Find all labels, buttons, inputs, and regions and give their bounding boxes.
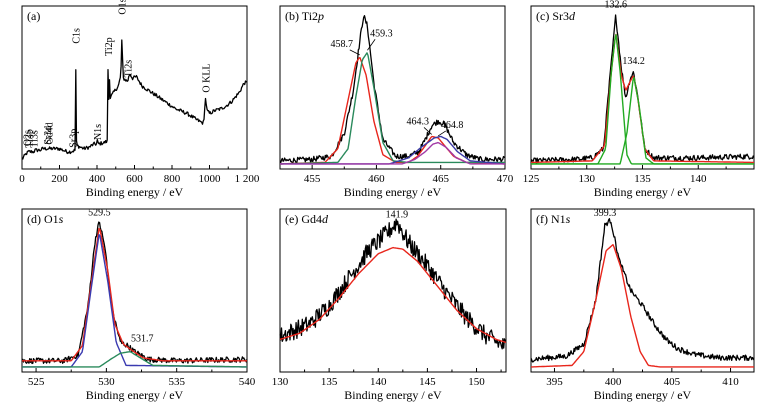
x-tick-label: 465 <box>432 173 449 185</box>
x-axis-label: Binding energy / eV <box>594 185 692 199</box>
x-tick-label: 145 <box>419 376 436 388</box>
plot-frame <box>21 5 248 170</box>
panel-title: (a) <box>27 9 40 23</box>
peak-position-label: 132.6 <box>604 0 627 11</box>
x-axis-label: Binding energy / eV <box>344 388 442 402</box>
annotation-leader <box>349 49 360 56</box>
fit-curve-line <box>22 234 247 368</box>
x-tick-label: 200 <box>51 173 68 185</box>
annotation-leader <box>423 127 432 135</box>
x-tick-label: 535 <box>168 376 185 388</box>
peak-label: Sr3p <box>69 129 80 148</box>
fit-curve-line <box>531 244 754 368</box>
panel-title: (e) Gd4d <box>285 212 329 226</box>
x-tick-label: 530 <box>98 376 115 388</box>
peak-label: Ti2s <box>123 60 134 78</box>
raw-spectrum-line <box>21 39 247 160</box>
x-tick-label: 130 <box>272 376 289 388</box>
annotation-leader <box>437 130 447 137</box>
x-tick-label: 125 <box>523 173 540 185</box>
fit-curve-line <box>531 33 754 164</box>
fit-curve-line <box>531 76 754 165</box>
panel-title: (d) O1s <box>27 212 64 226</box>
x-tick-label: 405 <box>664 376 681 388</box>
fit-curve-line <box>531 34 754 165</box>
plot-frame <box>21 208 248 373</box>
x-tick-label: 400 <box>89 173 106 185</box>
peak-position-label: 464.8 <box>441 120 464 131</box>
peak-label: O1s <box>117 0 128 15</box>
panel-d: 525 530 535 540 Binding energy / eV (d) O1s 52… <box>21 208 256 402</box>
raw-spectrum-line <box>279 15 506 164</box>
x-tick-label: 395 <box>546 376 563 388</box>
panel-b: 455 460 465 470 Binding energy / eV (b) Ti2p 4… <box>279 5 514 199</box>
fit-curve-line <box>280 52 505 165</box>
x-axis-label: Binding energy / eV <box>594 388 692 402</box>
raw-spectrum-line <box>530 218 755 363</box>
fit-curve-line <box>280 141 505 165</box>
x-tick-label: 400 <box>605 376 622 388</box>
peak-label: O2s <box>22 130 33 146</box>
peak-label: Sr3d <box>43 126 54 145</box>
x-tick-label: 0 <box>19 173 25 185</box>
fit-curve-line <box>280 57 505 165</box>
peak-position-label: 134.2 <box>622 56 645 67</box>
fit-curve-line <box>22 227 247 362</box>
peak-label: Ti3p <box>25 129 36 148</box>
panel-title: (f) N1s <box>536 212 571 226</box>
peak-position-label: 464.3 <box>406 116 429 127</box>
peak-position-label: 399.3 <box>594 208 617 219</box>
x-tick-label: 140 <box>370 376 387 388</box>
plot-frame <box>279 208 507 373</box>
raw-spectrum-line <box>530 14 755 165</box>
peak-label: N1s <box>93 124 104 140</box>
panel-title: (b) Ti2p <box>285 9 324 23</box>
peak-position-label: 459.3 <box>370 28 393 39</box>
plot-frame <box>530 5 755 170</box>
x-tick-label: 460 <box>368 173 385 185</box>
plot-frame <box>530 208 755 373</box>
x-tick-label: 470 <box>497 173 514 185</box>
panel-f: 395 400 405 410 Binding energy / eV (f) N1s 39… <box>530 208 755 402</box>
x-tick-label: 135 <box>634 173 651 185</box>
peak-label: Ti2p <box>104 37 115 56</box>
x-tick-label: 600 <box>126 173 143 185</box>
panel-e: 130 135 140 145 150 Binding energy / eV (e) Gd… <box>272 208 507 402</box>
peak-label: Ti3s <box>30 130 41 148</box>
x-tick-label: 140 <box>690 173 707 185</box>
peak-position-label: 529.5 <box>88 208 111 219</box>
peak-label: C1s <box>71 28 82 44</box>
panel-title: (c) Sr3d <box>536 9 576 23</box>
x-axis-label: Binding energy / eV <box>86 185 184 199</box>
x-tick-label: 130 <box>579 173 596 185</box>
x-tick-label: 1 200 <box>235 173 260 185</box>
fit-curve-line <box>279 246 507 344</box>
panel-a: 0 200 400 600 800 1000 1 200 Binding energy / e… <box>19 0 260 199</box>
x-axis-label: Binding energy / eV <box>344 185 442 199</box>
x-tick-label: 150 <box>468 376 485 388</box>
x-tick-label: 135 <box>321 376 338 388</box>
peak-label: O KLL <box>201 63 212 92</box>
peak-label: Gd4d <box>45 122 56 144</box>
x-tick-label: 455 <box>304 173 321 185</box>
raw-spectrum-line <box>279 218 507 350</box>
x-axis-label: Binding energy / eV <box>86 388 184 402</box>
plot-frame <box>279 5 506 170</box>
x-tick-label: 540 <box>239 376 256 388</box>
fit-curve-line <box>22 351 247 368</box>
x-tick-label: 800 <box>164 173 181 185</box>
annotation-leader <box>367 39 376 51</box>
peak-position-label: 531.7 <box>131 334 154 345</box>
peak-position-label: 458.7 <box>330 39 353 50</box>
x-tick-label: 1000 <box>199 173 222 185</box>
peak-position-label: 141.9 <box>386 210 409 221</box>
x-tick-label: 410 <box>722 376 739 388</box>
x-tick-label: 525 <box>28 376 45 388</box>
